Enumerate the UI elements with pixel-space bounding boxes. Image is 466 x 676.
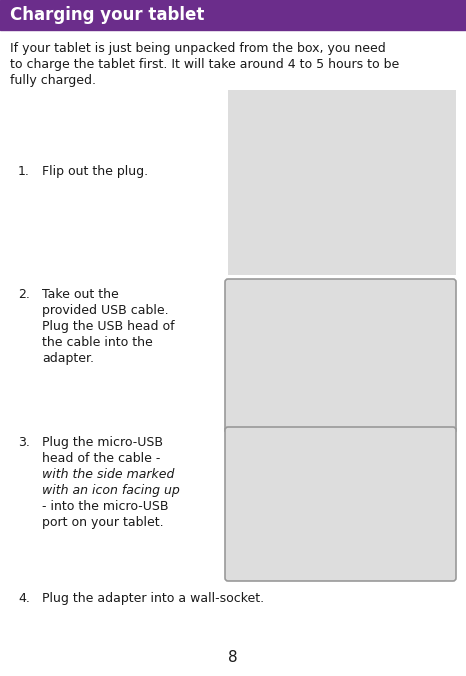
Text: - into the micro-USB: - into the micro-USB [42,500,169,513]
Text: head of the cable -: head of the cable - [42,452,160,465]
Text: fully charged.: fully charged. [10,74,96,87]
Text: with the side marked: with the side marked [42,468,174,481]
Text: Take out the: Take out the [42,288,119,301]
Text: 4.: 4. [18,592,30,605]
Text: If your tablet is just being unpacked from the box, you need: If your tablet is just being unpacked fr… [10,42,386,55]
Text: Plug the adapter into a wall-socket.: Plug the adapter into a wall-socket. [42,592,264,605]
Text: 3.: 3. [18,436,30,449]
Text: Flip out the plug.: Flip out the plug. [42,165,148,178]
Bar [0,0,466,30]
Text: adapter.: adapter. [42,352,94,365]
Text: port on your tablet.: port on your tablet. [42,516,164,529]
Text: provided USB cable.: provided USB cable. [42,304,169,317]
Text: Charging your tablet: Charging your tablet [10,6,205,24]
Bar [228,90,456,275]
Text: the cable into the: the cable into the [42,336,153,349]
Text: Plug the USB head of: Plug the USB head of [42,320,175,333]
Text: to charge the tablet first. It will take around 4 to 5 hours to be: to charge the tablet first. It will take… [10,58,399,71]
FancyBboxPatch shape [225,427,456,581]
Text: with an icon facing up: with an icon facing up [42,484,180,497]
Text: 1.: 1. [18,165,30,178]
Text: 2.: 2. [18,288,30,301]
Text: 8: 8 [228,650,238,665]
FancyBboxPatch shape [225,279,456,433]
Text: Plug the micro-USB: Plug the micro-USB [42,436,163,449]
